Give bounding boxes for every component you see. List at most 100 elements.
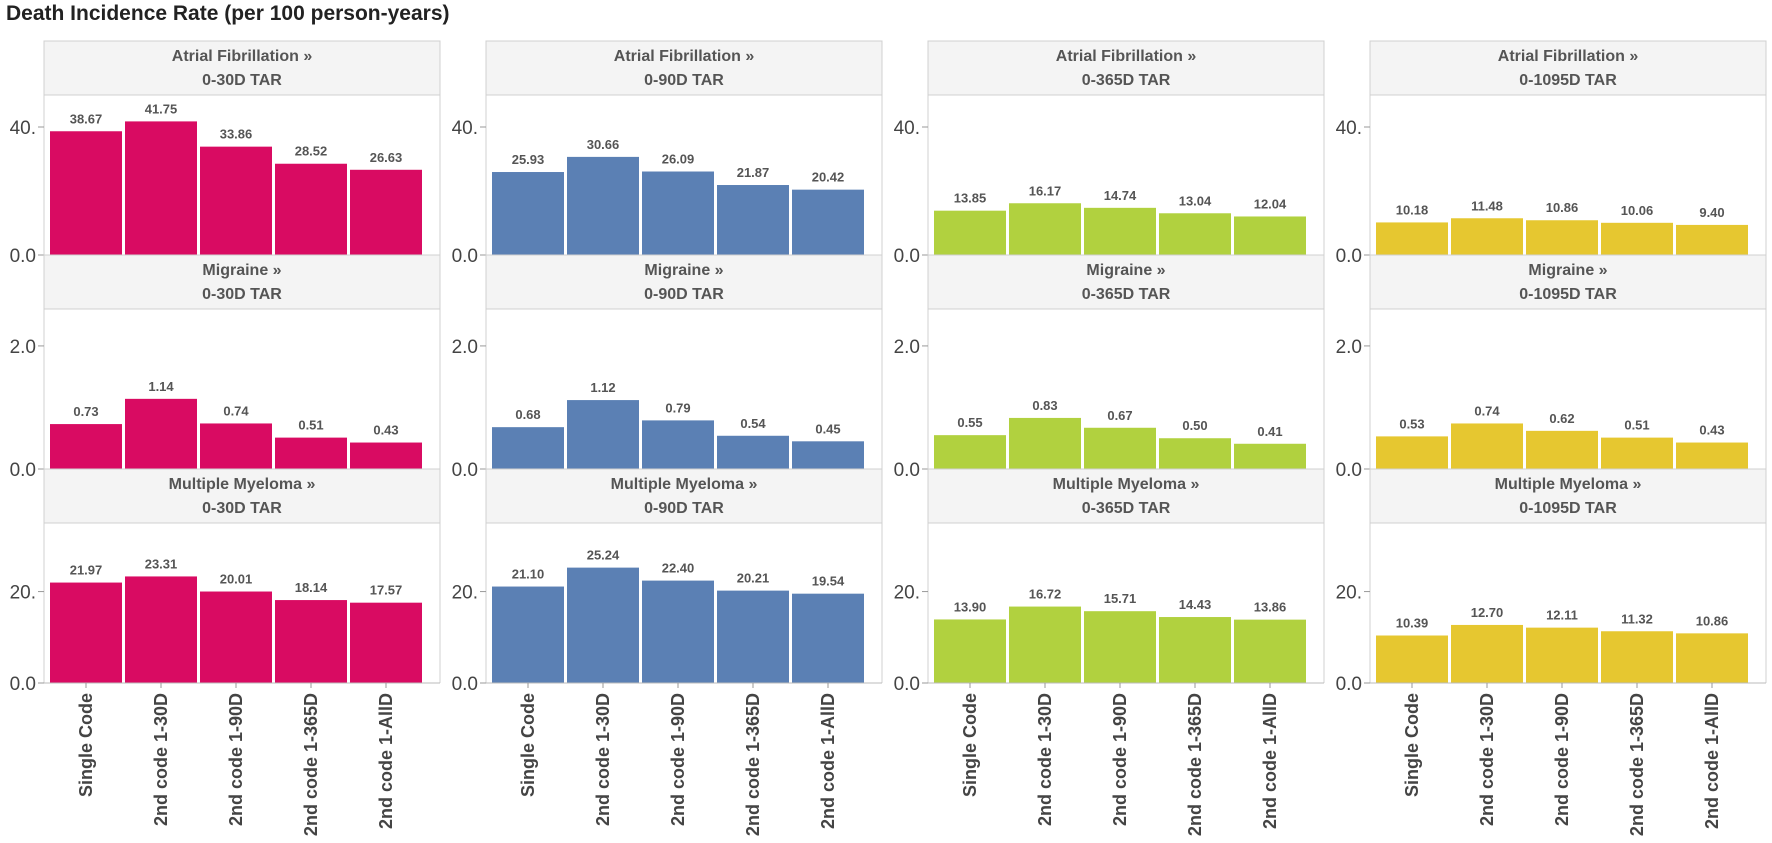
x-tick-label: 2nd code 1-365D [1627,693,1647,836]
panel-title-measure: Multiple Myeloma » [1495,476,1642,493]
panel-header [485,40,883,96]
y-tick-label: 40. [10,118,36,139]
bar-value-label: 33.86 [220,127,253,142]
bar-value-label: 0.67 [1107,408,1132,423]
panel-title-tar: 0-30D TAR [202,72,282,89]
bar [492,427,564,469]
bar [1376,436,1448,469]
bar-value-label: 10.86 [1546,200,1579,215]
bar [1009,203,1081,255]
bar [1451,218,1523,255]
y-tick-label: 0.0 [452,460,478,481]
y-tick-label: 0.0 [1336,674,1362,695]
panel-title-measure: Multiple Myeloma » [611,476,758,493]
bar [792,189,864,255]
bar-value-label: 0.79 [665,400,690,415]
bar [1234,216,1306,255]
y-tick-label: 0.0 [10,674,36,695]
bar-value-label: 13.85 [954,191,987,206]
panel-title-measure: Migraine » [1528,262,1607,279]
panel-title-measure: Atrial Fibrillation » [614,48,755,65]
bar-value-label: 15.71 [1104,591,1137,606]
bar [50,582,122,683]
bar [642,420,714,469]
bar [1451,423,1523,469]
bar [350,169,422,255]
panel-header [1369,254,1767,310]
bar [1234,619,1306,683]
bar-value-label: 19.54 [812,574,845,589]
bar-value-label: 0.45 [815,421,840,436]
bar [275,163,347,255]
panel-title-tar: 0-30D TAR [202,286,282,303]
bar [1676,633,1748,683]
bar-value-label: 13.04 [1179,193,1212,208]
bar-value-label: 12.11 [1546,608,1578,623]
bar [200,423,272,469]
bar-value-label: 0.50 [1182,418,1207,433]
y-tick-label: 0.0 [452,246,478,267]
bar-value-label: 0.43 [373,423,398,438]
bar-value-label: 0.53 [1399,416,1424,431]
bar-value-label: 25.24 [587,548,620,563]
bar [717,185,789,255]
bar [1526,220,1598,255]
bar [200,146,272,255]
x-tick-label: 2nd code 1-30D [1477,693,1497,826]
panel-title-measure: Atrial Fibrillation » [1498,48,1639,65]
bar [1084,207,1156,255]
y-tick-label: 0.0 [10,246,36,267]
bar [717,590,789,683]
bar-value-label: 1.14 [148,379,174,394]
bar [1376,222,1448,255]
bar [642,580,714,683]
bar [125,576,197,683]
x-tick-label: 2nd code 1-365D [1185,693,1205,836]
bar-value-label: 20.21 [737,571,770,586]
x-tick-label: 2nd code 1-AllD [1260,693,1280,829]
y-tick-label: 0.0 [452,674,478,695]
bar-value-label: 0.51 [298,418,323,433]
bar [1601,222,1673,255]
y-tick-label: 0.0 [10,460,36,481]
bar-value-label: 0.55 [957,415,982,430]
bar [1159,438,1231,469]
bar-value-label: 1.12 [590,380,615,395]
bar-value-label: 0.43 [1699,423,1724,438]
bar [1159,213,1231,255]
bar-value-label: 21.97 [70,563,103,578]
bar-value-label: 30.66 [587,137,620,152]
bar [1526,430,1598,469]
bar [934,210,1006,255]
x-tick-label: 2nd code 1-90D [668,693,688,826]
panel-header [43,254,441,310]
bar [275,437,347,469]
x-tick-label: 2nd code 1-365D [743,693,763,836]
panel-title-tar: 0-365D TAR [1082,286,1171,303]
panel-header [43,40,441,96]
bar [1159,617,1231,683]
panel-title-tar: 0-30D TAR [202,500,282,517]
bar [125,121,197,256]
y-tick-label: 40. [894,118,920,139]
bar-value-label: 21.10 [512,567,545,582]
bar-value-label: 23.31 [145,556,178,571]
bar-value-label: 10.86 [1696,613,1729,628]
x-tick-label: Single Code [960,693,980,797]
bar [1009,417,1081,469]
bar-value-label: 10.18 [1396,202,1429,217]
bar-value-label: 25.93 [512,152,545,167]
panel-header [485,254,883,310]
bar-value-label: 14.43 [1179,597,1212,612]
bar [200,591,272,683]
x-tick-label: 2nd code 1-90D [1552,693,1572,826]
bar-value-label: 16.72 [1029,587,1062,602]
bar [1376,635,1448,683]
bar-value-label: 0.83 [1032,398,1057,413]
bar-value-label: 13.90 [954,599,987,614]
bar [1676,224,1748,255]
bar-value-label: 21.87 [737,165,770,180]
bar-value-label: 0.74 [1474,403,1500,418]
panel-title-tar: 0-365D TAR [1082,500,1171,517]
